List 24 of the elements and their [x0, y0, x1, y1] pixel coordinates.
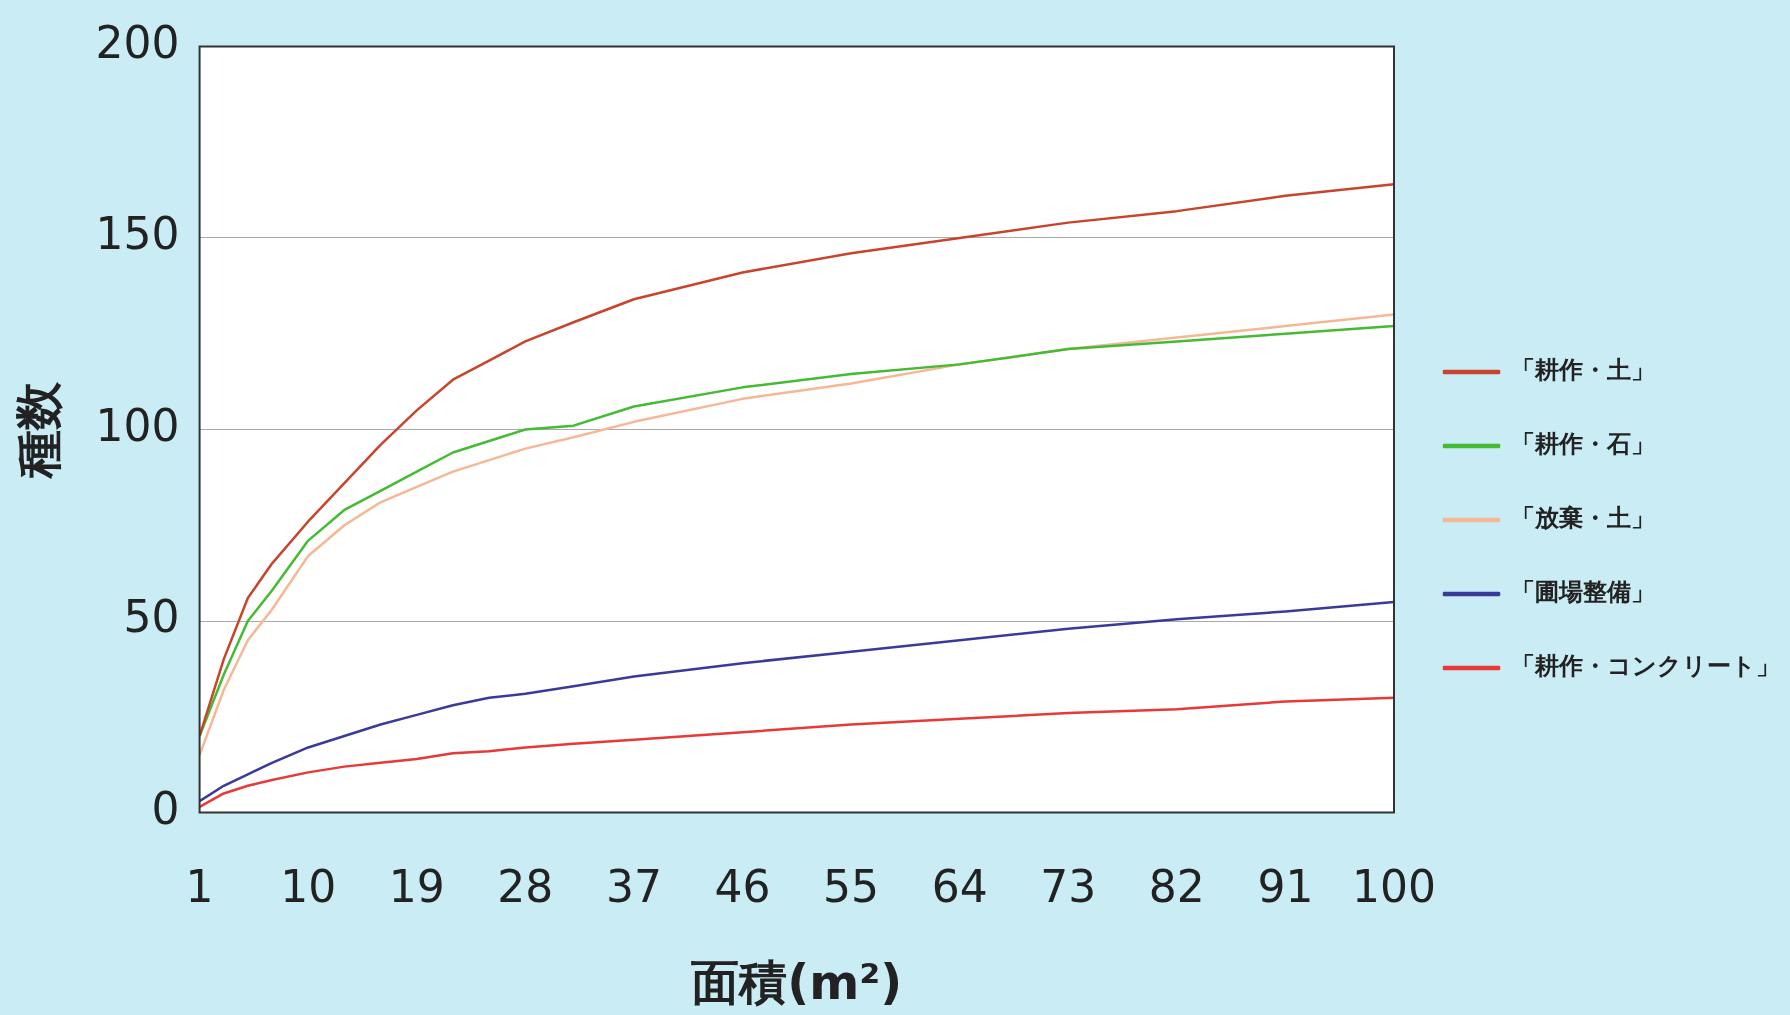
y-tick-label: 200 [95, 16, 180, 68]
x-tick-label: 1 [185, 861, 214, 913]
x-tick-label: 55 [823, 861, 880, 913]
legend-label: 「耕作・土」 [1511, 356, 1655, 385]
y-tick-label: 150 [95, 208, 180, 260]
x-tick-label: 82 [1148, 861, 1205, 913]
y-tick-label: 50 [123, 591, 180, 643]
x-tick-label: 73 [1040, 861, 1097, 913]
x-tick-label: 100 [1352, 861, 1436, 913]
y-tick-label: 100 [95, 399, 180, 451]
x-tick-label: 37 [605, 861, 662, 913]
x-tick-label: 91 [1257, 861, 1314, 913]
x-tick-label: 64 [931, 861, 988, 913]
legend-label: 「耕作・石」 [1511, 430, 1655, 459]
x-tick-label: 46 [714, 861, 771, 913]
legend-label: 「放棄・土」 [1511, 504, 1655, 533]
x-tick-label: 10 [280, 861, 337, 913]
y-axis-title: 種数 [10, 380, 67, 480]
x-tick-label: 28 [497, 861, 554, 913]
legend-label: 「耕作・コンクリート」 [1511, 652, 1780, 681]
y-tick-label: 0 [151, 783, 180, 835]
x-tick-label: 19 [388, 861, 445, 913]
x-axis-title: 面積(m²) [691, 953, 903, 1010]
legend-label: 「圃場整備」 [1511, 578, 1655, 607]
